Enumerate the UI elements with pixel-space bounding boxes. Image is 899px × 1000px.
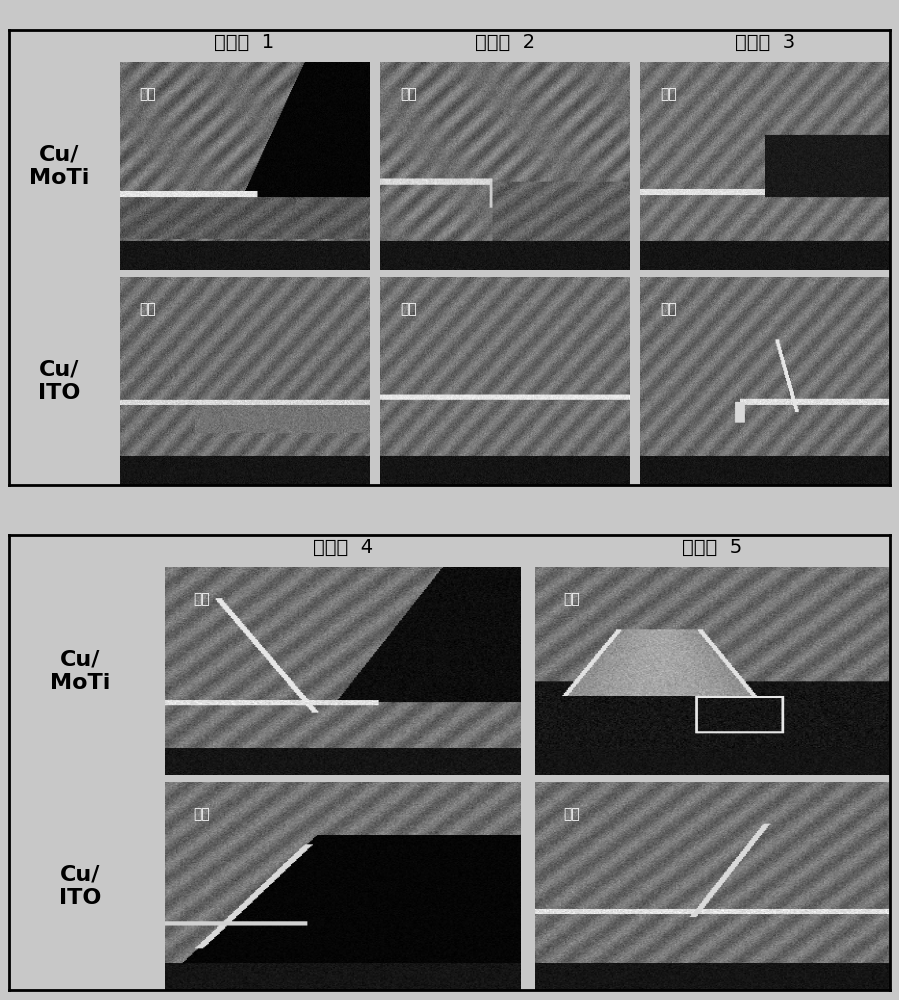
Text: 印脹: 印脹 [400,302,416,316]
Text: 印脹: 印脹 [660,87,677,101]
Text: 实施例  5: 实施例 5 [682,538,743,557]
Text: 实施例  4: 实施例 4 [313,538,373,557]
Text: 实施例  1: 实施例 1 [214,33,274,52]
Text: Cu/
ITO: Cu/ ITO [58,865,102,908]
Text: 印脹: 印脹 [193,592,210,606]
Text: 印脹: 印脹 [563,807,580,821]
Text: Cu/
MoTi: Cu/ MoTi [49,649,111,693]
Text: 印脹: 印脹 [193,807,210,821]
Text: 实施例  3: 实施例 3 [735,33,796,52]
Text: 印脹: 印脹 [563,592,580,606]
Text: Cu/
ITO: Cu/ ITO [38,360,80,403]
Text: 印脹: 印脹 [139,302,156,316]
Text: 实施例  2: 实施例 2 [475,33,535,52]
Text: 印脹: 印脹 [139,87,156,101]
Text: 印脹: 印脹 [400,87,416,101]
Text: 印脹: 印脹 [660,302,677,316]
Text: Cu/
MoTi: Cu/ MoTi [29,145,89,188]
